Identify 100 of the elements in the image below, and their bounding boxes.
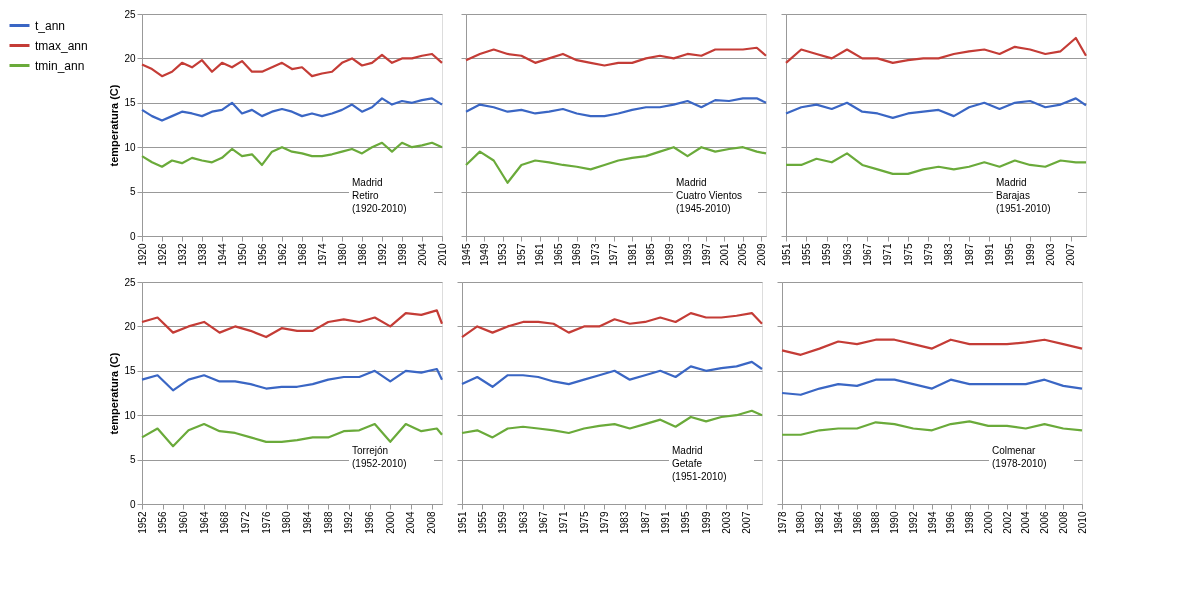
x-tick-label: 1960 — [177, 511, 189, 534]
x-tick-label: 1944 — [216, 243, 228, 266]
y-axis-title: temperatura (C) — [108, 84, 121, 167]
annotation: Madrid Retiro (1920-2010) — [352, 177, 407, 215]
x-tick-label: 1961 — [534, 243, 546, 266]
x-tick-label: 1920 — [136, 243, 148, 266]
x-tick-label: 2008 — [426, 511, 438, 534]
x-tick-label: 1963 — [517, 511, 529, 534]
x-tick-label: 1985 — [645, 243, 657, 266]
annotation: Torrejón (1952-2010) — [352, 445, 407, 470]
x-tick-label: 1995 — [1004, 243, 1016, 266]
x-tick-label: 1994 — [926, 511, 938, 534]
annotation: Colmenar (1978-2010) — [992, 445, 1047, 470]
line-series — [140, 141, 444, 168]
x-tick-label: 1988 — [870, 511, 882, 534]
x-tick-label: 2007 — [741, 511, 753, 534]
x-tick-label: 1988 — [322, 511, 334, 534]
y-tick-label: 20 — [124, 52, 136, 64]
x-tick-label: 1998 — [964, 511, 975, 534]
x-tick-label: 1992 — [907, 511, 919, 534]
y-tick-label: 0 — [129, 230, 136, 242]
x-tick-label: 1975 — [902, 243, 914, 266]
y-tick-label: 0 — [129, 498, 136, 510]
legend-label: t_ann — [35, 18, 66, 33]
x-tick-label: 1959 — [497, 511, 509, 534]
line-series — [140, 97, 444, 122]
x-tick-label: 1979 — [598, 511, 610, 534]
x-tick-label: 2007 — [1065, 243, 1077, 266]
x-tick-label: 2003 — [720, 511, 732, 534]
x-tick-label: 2004 — [405, 511, 417, 534]
x-tick-label: 1984 — [832, 511, 844, 534]
x-tick-label: 2000 — [982, 511, 994, 534]
x-tick-label: 2002 — [1001, 511, 1013, 534]
x-tick-label: 1974 — [316, 243, 328, 266]
x-tick-label: 1973 — [589, 243, 601, 266]
x-tick-label: 1977 — [608, 243, 620, 266]
x-tick-label: 1978 — [776, 511, 788, 534]
x-tick-label: 1980 — [336, 243, 348, 266]
x-tick-label: 1984 — [302, 511, 314, 534]
x-tick-label: 2004 — [1020, 511, 1032, 534]
y-tick-label: 5 — [129, 186, 136, 198]
legend-label: tmin_ann — [35, 58, 85, 73]
x-tick-label: 1971 — [558, 511, 570, 534]
x-tick-label: 1983 — [619, 511, 631, 534]
x-tick-label: 1956 — [157, 511, 169, 534]
x-tick-label: 1971 — [882, 243, 894, 266]
x-tick-label: 1951 — [780, 243, 792, 266]
x-tick-label: 1976 — [260, 511, 272, 534]
legend-label: tmax_ann — [35, 38, 88, 53]
y-tick-label: 10 — [124, 409, 136, 421]
y-tick-label: 15 — [124, 97, 136, 109]
x-tick-label: 1981 — [626, 243, 638, 266]
line-series — [140, 309, 444, 339]
x-tick-label: 2010 — [436, 243, 448, 266]
x-tick-label: 1938 — [196, 243, 208, 266]
x-tick-label: 1989 — [663, 243, 675, 266]
annotation: Madrid Barajas (1951-2010) — [996, 177, 1051, 215]
x-tick-label: 1980 — [795, 511, 807, 534]
y-tick-label: 25 — [124, 276, 136, 288]
line-series — [140, 367, 444, 392]
x-tick-label: 1949 — [478, 243, 490, 266]
x-tick-label: 2010 — [1076, 511, 1088, 534]
x-tick-label: 1986 — [356, 243, 368, 266]
x-tick-label: 1965 — [552, 243, 564, 266]
x-tick-label: 1950 — [236, 243, 248, 266]
x-tick-label: 1991 — [983, 243, 995, 266]
x-tick-label: 1963 — [841, 243, 853, 266]
x-tick-label: 1953 — [497, 243, 509, 266]
x-tick-label: 2004 — [416, 243, 428, 266]
x-tick-label: 1987 — [963, 243, 975, 266]
x-tick-label: 1932 — [176, 243, 188, 266]
x-tick-label: 1999 — [700, 511, 712, 534]
y-axis-title: temperatura (C) — [108, 352, 121, 435]
x-tick-label: 1997 — [700, 243, 712, 266]
x-tick-label: 1995 — [680, 511, 692, 534]
x-tick-label: 1986 — [851, 511, 863, 534]
x-tick-label: 2000 — [384, 511, 396, 534]
x-tick-label: 1956 — [256, 243, 268, 266]
x-tick-label: 1968 — [219, 511, 231, 534]
x-tick-label: 2001 — [718, 243, 730, 266]
x-tick-label: 2005 — [737, 243, 749, 266]
x-tick-label: 1959 — [821, 243, 833, 266]
x-tick-label: 1955 — [476, 511, 488, 534]
x-tick-label: 2009 — [755, 243, 767, 266]
x-tick-label: 1945 — [460, 243, 472, 266]
x-tick-label: 1987 — [639, 511, 651, 534]
x-tick-label: 1955 — [800, 243, 812, 266]
x-tick-label: 1998 — [396, 243, 408, 266]
x-tick-label: 1979 — [922, 243, 934, 266]
x-tick-label: 1982 — [814, 511, 825, 534]
x-tick-label: 1999 — [1024, 243, 1036, 266]
x-tick-label: 1952 — [136, 511, 148, 534]
x-tick-label: 1967 — [861, 243, 873, 266]
x-tick-label: 1957 — [515, 243, 527, 266]
x-tick-label: 1996 — [364, 511, 376, 534]
x-tick-label: 1990 — [889, 511, 900, 534]
y-tick-label: 15 — [124, 365, 136, 377]
annotation: Madrid Cuatro Vientos (1945-2010) — [676, 177, 742, 215]
x-tick-label: 1992 — [343, 511, 355, 534]
x-tick-label: 1926 — [156, 243, 168, 266]
